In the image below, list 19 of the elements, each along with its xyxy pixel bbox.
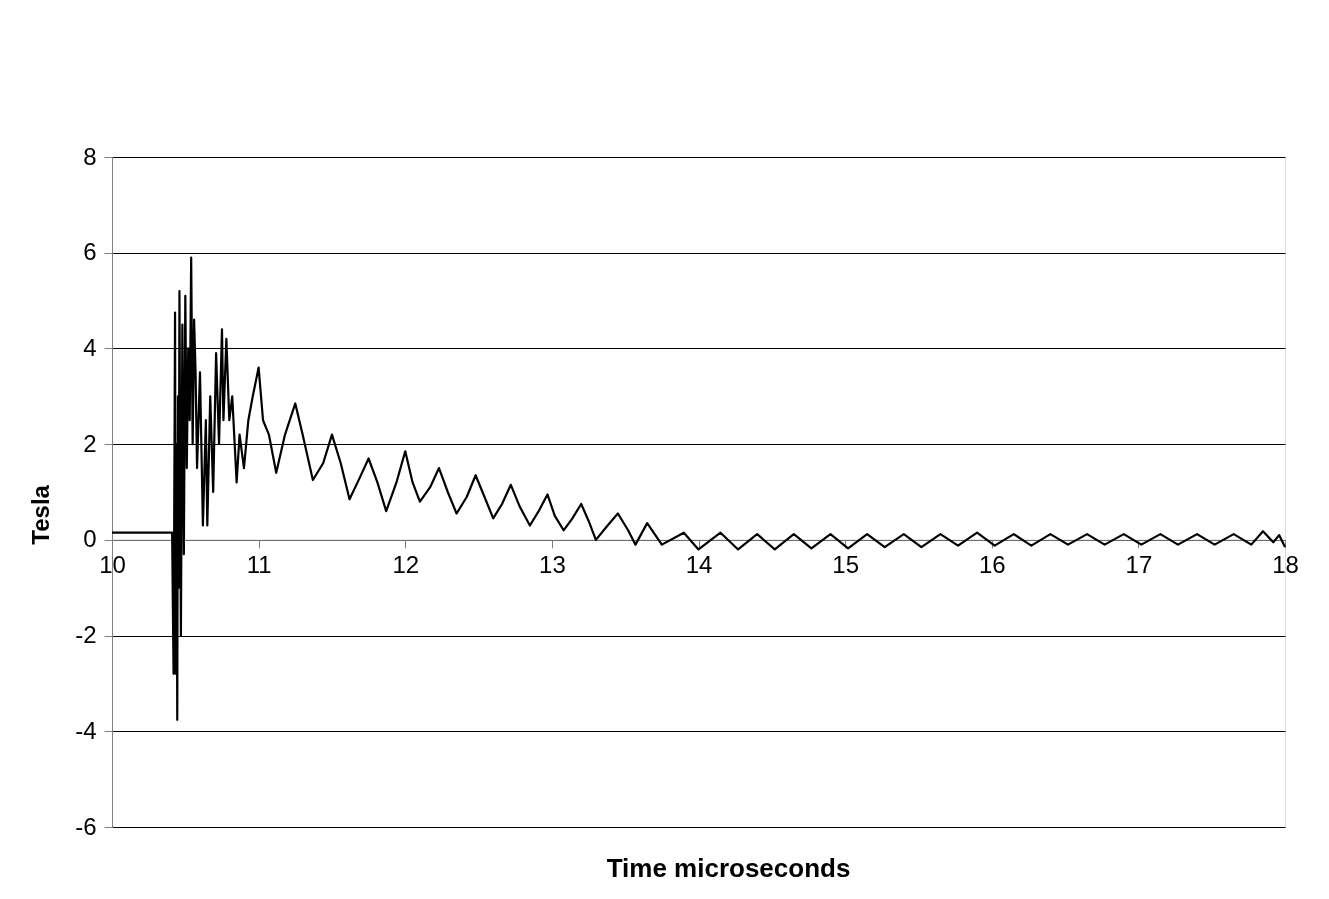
x-tick-label: 13 <box>539 551 566 579</box>
y-tick-label: 4 <box>83 333 97 361</box>
x-tick-label: 12 <box>392 551 420 579</box>
y-tick-label: 2 <box>83 429 97 457</box>
x-tick-label: 17 <box>1125 551 1153 579</box>
x-tick-label: 10 <box>99 551 126 579</box>
y-tick-label: 6 <box>83 238 97 266</box>
x-tick-label: 11 <box>246 551 272 579</box>
y-tick-label: -6 <box>75 812 97 840</box>
y-tick-label: -2 <box>75 621 97 649</box>
x-tick-label: 18 <box>1272 551 1299 579</box>
y-tick-label: 8 <box>83 142 97 170</box>
y-tick-label: 0 <box>83 525 97 553</box>
y-axis-title: Tesla <box>27 484 54 545</box>
x-axis-title: Time microseconds <box>606 853 851 883</box>
x-tick-label: 16 <box>978 551 1006 579</box>
x-tick-label: 15 <box>832 551 859 579</box>
y-tick-label: -4 <box>75 716 97 744</box>
x-tick-label: 14 <box>685 551 713 579</box>
